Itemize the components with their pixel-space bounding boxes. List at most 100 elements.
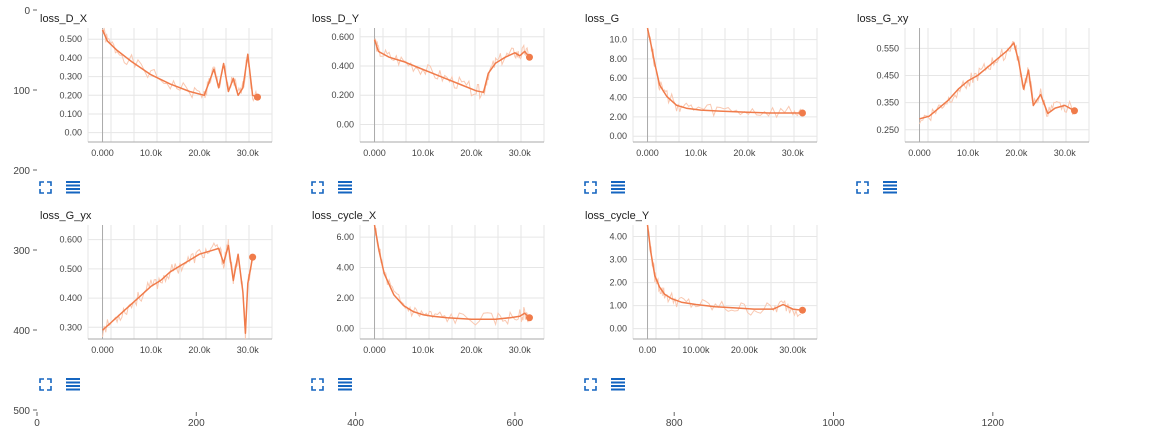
x-tick-label: 30.00k [779,345,807,355]
x-tick-label: 20.0k [460,345,483,355]
x-tick-label: 30.0k [509,148,532,158]
data-list-icon[interactable] [338,378,352,391]
chart-panel-loss-D-X: loss_D_X 0.00 0.100 0.200 0.300 0.400 0.500 0.0… [39,13,273,194]
outer-x-tick-label: 400 [347,418,364,429]
y-tick-label: 0.00 [336,119,354,129]
chart-panel-loss-cycle-X: loss_cycle_X 0.00 2.00 4.00 6.00 0.000 10.0k 20… [311,210,545,391]
chart-title: loss_G_yx [40,210,92,222]
y-tick-label: 0.100 [59,109,82,119]
data-list-icon[interactable] [338,181,352,194]
x-tick-label: 20.0k [188,345,211,355]
chart-panel-loss-G-xy: loss_G_xy 0.250 0.350 0.450 0.550 0.000 10.0k 2… [856,13,1090,194]
series-endpoint [253,93,261,101]
y-tick-label: 0.00 [609,131,627,141]
series-endpoint [798,109,806,117]
expand-icon[interactable] [856,181,869,194]
x-tick-label: 30.0k [237,345,260,355]
y-tick-label: 0.00 [336,323,354,333]
x-tick-label: 30.0k [237,148,260,158]
x-tick-label: 0.000 [363,148,386,158]
raw-series-line [374,224,530,327]
x-tick-label: 0.000 [908,148,931,158]
data-list-icon[interactable] [611,378,625,391]
x-tick-label: 10.0k [412,148,435,158]
y-tick-label: 3.00 [609,255,627,265]
chart-panel-loss-D-Y: loss_D_Y 0.00 0.200 0.400 0.600 0.000 10.0k 20.… [311,13,545,194]
x-tick-label: 30.0k [1054,148,1077,158]
y-tick-label: 2.00 [609,112,627,122]
expand-icon[interactable] [584,181,597,194]
y-tick-label: 0.600 [331,32,354,42]
raw-series-line [374,37,530,101]
x-tick-label: 20.0k [733,148,756,158]
series-endpoint [525,53,533,61]
y-tick-label: 0.500 [59,34,82,44]
x-tick-label: 30.0k [782,148,805,158]
y-tick-label: 0.400 [59,293,82,303]
x-tick-label: 10.0k [685,148,708,158]
series-endpoint [1070,107,1078,115]
outer-x-tick-label: 200 [188,418,205,429]
outer-x-tick-label: 1200 [982,418,1005,429]
y-tick-label: 4.00 [609,93,627,103]
outer-x-tick-label: 800 [666,418,683,429]
expand-icon[interactable] [311,181,324,194]
panels: loss_D_X 0.00 0.100 0.200 0.300 0.400 0.500 0.0… [39,13,1090,391]
expand-icon[interactable] [584,378,597,391]
y-tick-label: 0.300 [59,72,82,82]
expand-icon[interactable] [311,378,324,391]
x-tick-label: 0.000 [91,345,114,355]
x-tick-label: 20.00k [731,345,759,355]
outer-y-tick-label: 300 [13,246,30,257]
y-tick-label: 0.250 [876,125,899,135]
series-endpoint [525,314,533,322]
x-tick-label: 0.000 [91,148,114,158]
outer-x-tick-label: 0 [34,418,40,429]
chart-title: loss_D_Y [312,13,360,25]
raw-series-line [919,40,1074,125]
outer-x-tick-label: 600 [507,418,524,429]
y-tick-label: 2.00 [609,278,627,288]
y-tick-label: 10.0 [609,35,627,45]
x-tick-label: 10.00k [682,345,710,355]
y-tick-label: 0.200 [59,90,82,100]
expand-icon[interactable] [39,181,52,194]
y-tick-label: 0.500 [59,264,82,274]
series-endpoint [798,306,806,314]
series-endpoint [249,253,257,261]
chart-title: loss_D_X [40,13,88,25]
x-tick-label: 20.0k [1005,148,1028,158]
x-tick-label: 0.000 [363,345,386,355]
x-tick-label: 20.0k [188,148,211,158]
data-list-icon[interactable] [66,378,80,391]
series-line [373,224,531,320]
data-list-icon[interactable] [611,181,625,194]
x-tick-label: 30.0k [509,345,532,355]
y-tick-label: 6.00 [336,232,354,242]
data-list-icon[interactable] [883,181,897,194]
chart-panel-loss-G-yx: loss_G_yx 0.300 0.400 0.500 0.600 0.000 10.0k 2… [39,210,273,391]
chart-title: loss_cycle_Y [585,210,650,222]
data-list-icon[interactable] [66,181,80,194]
y-tick-label: 2.00 [336,293,354,303]
y-tick-label: 1.00 [609,301,627,311]
chart-title: loss_G_xy [857,13,909,25]
x-tick-label: 0.000 [636,148,659,158]
x-tick-label: 10.0k [140,148,163,158]
series-line [646,224,803,311]
y-tick-label: 8.00 [609,54,627,64]
series-line [919,42,1075,120]
x-tick-label: 10.0k [957,148,980,158]
chart-panel-loss-G: loss_G 0.00 2.00 4.00 6.00 8.00 10.0 0.000 10.0k… [584,13,818,194]
y-tick-label: 0.200 [331,90,354,100]
y-tick-label: 0.400 [59,53,82,63]
series-line [101,29,258,98]
outer-y-tick-label: 400 [13,326,30,337]
outer-x-tick-label: 1000 [822,418,845,429]
y-tick-label: 6.00 [609,73,627,83]
expand-icon[interactable] [39,378,52,391]
y-tick-label: 0.00 [64,128,82,138]
y-tick-label: 0.450 [876,71,899,81]
y-tick-label: 4.00 [609,232,627,242]
x-tick-label: 20.0k [460,148,483,158]
